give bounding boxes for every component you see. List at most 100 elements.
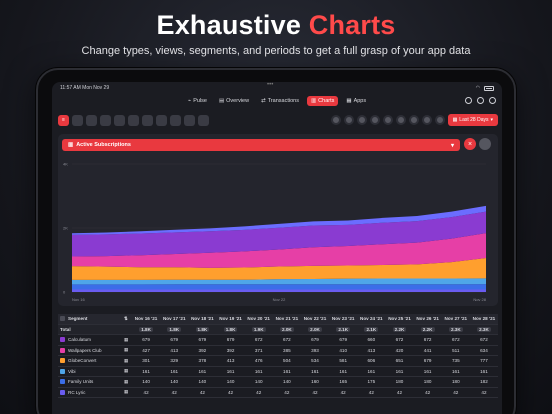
column-header[interactable]: Nov 26 '21 <box>416 316 439 322</box>
total-value: 1.8K <box>195 326 210 332</box>
close-chart-button[interactable]: × <box>464 138 476 150</box>
device-icon[interactable] <box>382 115 393 125</box>
refresh-icon[interactable] <box>465 97 472 104</box>
period-select-button[interactable]: ▦ Last 28 Days ▾ <box>447 114 498 126</box>
table-row[interactable]: Family Units ▦ 140 140 140 140 140 140 160 165 175… <box>58 377 498 388</box>
column-header[interactable]: Nov 17 '21 <box>162 316 186 322</box>
table-cell: 413 <box>226 358 235 364</box>
column-header[interactable]: Nov 24 '21 <box>360 316 383 322</box>
country-icon[interactable] <box>369 115 380 125</box>
column-header[interactable]: Nov 28 '21 <box>472 316 496 322</box>
segment-checkbox[interactable] <box>60 368 65 374</box>
table-cell: 42 <box>368 389 374 395</box>
sort-icon[interactable]: ⇅ <box>124 315 128 321</box>
tab-label: Charts <box>318 98 335 104</box>
column-header[interactable]: Nov 22 '21 <box>303 316 327 322</box>
column-header[interactable]: Nov 20 '21 <box>247 316 270 322</box>
chart-type-icon[interactable] <box>72 114 83 126</box>
column-header[interactable]: Nov 25 '21 <box>388 316 411 322</box>
table-cell: 140 <box>142 379 150 385</box>
column-header[interactable]: Nov 23 '21 <box>331 316 355 322</box>
chart-type-icon[interactable] <box>170 114 181 126</box>
chart-type-icon[interactable] <box>142 114 153 126</box>
battery-icon <box>484 85 494 91</box>
segment-icon[interactable] <box>343 115 354 125</box>
notifications-icon[interactable] <box>477 97 484 104</box>
table-cell: 180 <box>423 379 432 385</box>
table-cell: 476 <box>254 358 263 364</box>
multitask-dots-icon[interactable]: ••• <box>267 82 274 88</box>
segment-cell[interactable]: Wallpapers Club <box>58 347 124 353</box>
column-header[interactable]: Nov 19 '21 <box>219 316 242 322</box>
tab-apps[interactable]: ▦ Apps <box>342 96 370 106</box>
segment-header[interactable]: Segment <box>58 316 124 322</box>
segment-checkbox[interactable] <box>60 347 65 353</box>
resolution-icon[interactable] <box>434 115 445 125</box>
segment-checkbox[interactable] <box>60 379 65 385</box>
segment-name: GlobeConvert <box>68 358 97 364</box>
table-cell: 161 <box>451 368 460 374</box>
table-row[interactable]: GlobeConvert ▦ 301 329 378 413 476 504 534 581 606… <box>58 356 498 367</box>
table-cell: 42 <box>143 389 149 395</box>
table-cell: 679 <box>226 337 235 343</box>
tab-charts[interactable]: ▥ Charts <box>306 96 339 106</box>
compare-icon[interactable] <box>421 115 432 125</box>
chart-type-icon[interactable] <box>86 114 97 126</box>
area-series-1[interactable] <box>72 284 486 290</box>
column-header[interactable]: Nov 16 '21 <box>134 316 158 322</box>
area-series-2[interactable] <box>72 278 486 285</box>
chart-type-icon[interactable] <box>156 114 167 126</box>
tab-overview[interactable]: ▤ Overview <box>215 96 253 106</box>
table-header-row: Segment ⇅ Nov 16 '21 Nov 17 '21 Nov 18 '21 No… <box>58 314 498 325</box>
status-bar: 11:57 AM Mon Nov 29 ••• ◠ <box>52 82 502 94</box>
metric-select[interactable]: ▥ Active Subscriptions ▾ <box>62 139 460 151</box>
chart-type-icon[interactable] <box>184 114 195 126</box>
area-series-3[interactable] <box>72 258 486 280</box>
store-icon[interactable] <box>356 115 367 125</box>
more-options-button[interactable] <box>479 138 491 150</box>
segment-cell[interactable]: Family Units <box>58 379 124 385</box>
table-row[interactable]: Wallpapers Club ▦ 427 413 392 392 371 385 393 410… <box>58 346 498 356</box>
segment-cell[interactable]: Calculatum <box>58 337 124 343</box>
chart-toolbar: ≡ ▦ Last 28 Days ▾ <box>58 112 498 128</box>
table-cell: 42 <box>425 389 431 395</box>
chart-type-icon[interactable] <box>128 114 139 126</box>
total-cell: 2.3K <box>442 326 470 332</box>
table-row[interactable]: RC Lyric ▦ 42 42 42 42 42 42 42 42 42 42 42 42 42 <box>58 388 498 398</box>
x-tick-label: Nov 16 <box>72 297 85 302</box>
segment-cell[interactable]: Vibi <box>58 368 124 374</box>
product-icon[interactable] <box>395 115 406 125</box>
settings-icon[interactable] <box>489 97 496 104</box>
total-cell: 2.1K <box>329 326 357 332</box>
tab-pulse[interactable]: ⌁ Pulse <box>184 96 211 106</box>
table-cell: 180 <box>451 379 460 385</box>
segment-cell[interactable]: RC Lyric <box>58 389 124 395</box>
filter-icon[interactable] <box>330 115 341 125</box>
total-cell: 2.1K <box>357 326 385 332</box>
table-row[interactable]: Calculatum ▦ 679 679 679 679 672 672 679 679 660 67… <box>58 335 498 346</box>
area-series-5[interactable] <box>72 211 486 257</box>
table-cell: 180 <box>395 379 404 385</box>
column-header[interactable]: Nov 27 '21 <box>444 316 468 322</box>
tools-icon[interactable] <box>408 115 419 125</box>
tab-label: Overview <box>226 98 250 104</box>
segment-checkbox[interactable] <box>60 389 65 395</box>
chart-type-icon[interactable] <box>114 114 125 126</box>
area-series-6[interactable] <box>72 205 486 235</box>
chart-options-button[interactable]: ≡ <box>58 114 69 126</box>
area-series-0[interactable] <box>72 289 486 292</box>
area-series-4[interactable] <box>72 233 486 268</box>
segment-checkbox[interactable] <box>60 337 65 343</box>
chart-type-icon[interactable] <box>198 114 209 126</box>
chart-type-icon[interactable] <box>100 114 111 126</box>
table-cell: 140 <box>198 379 207 385</box>
column-header[interactable]: Nov 21 '21 <box>275 316 299 322</box>
segment-cell[interactable]: GlobeConvert <box>58 358 124 364</box>
segment-checkbox[interactable] <box>60 358 65 364</box>
tab-transactions[interactable]: ⇄ Transactions <box>257 96 303 106</box>
segment-name: Family Units <box>68 379 94 385</box>
table-row[interactable]: Vibi ▦ 161 161 161 161 161 161 161 161 161 161 161 16… <box>58 367 498 377</box>
select-all-checkbox[interactable] <box>60 316 65 322</box>
table-cell: 161 <box>170 368 179 374</box>
column-header[interactable]: Nov 18 '21 <box>191 316 214 322</box>
